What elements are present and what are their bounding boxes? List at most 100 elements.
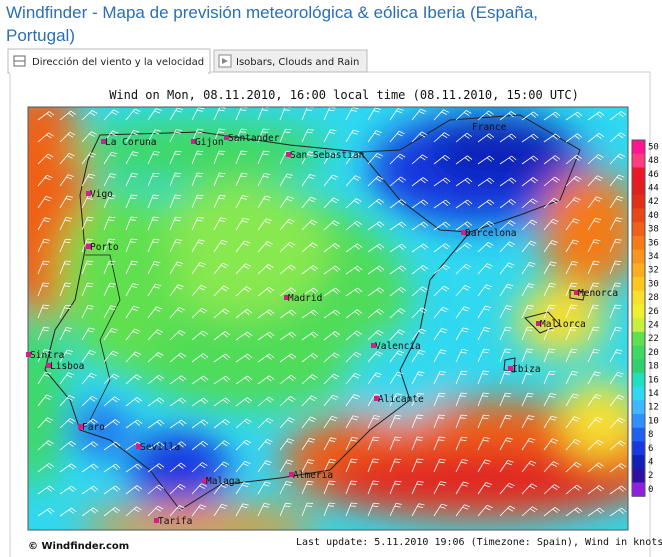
city-marker bbox=[136, 444, 141, 449]
city-marker bbox=[461, 230, 466, 235]
scale-swatch bbox=[632, 331, 645, 346]
scale-label: 34 bbox=[648, 252, 659, 262]
scale-swatch bbox=[632, 263, 645, 278]
scale-swatch bbox=[632, 140, 645, 155]
scale-label: 32 bbox=[648, 266, 659, 276]
scale-swatch bbox=[632, 235, 645, 251]
border bbox=[359, 114, 581, 233]
city-marker bbox=[202, 478, 207, 483]
place-label: Lisboa bbox=[50, 361, 84, 372]
wind-map bbox=[28, 107, 628, 530]
tab-join bbox=[10, 72, 208, 74]
scale-label: 16 bbox=[648, 375, 659, 385]
scale-label: 20 bbox=[648, 348, 659, 358]
scale-label: 22 bbox=[648, 334, 659, 344]
scale-swatch bbox=[632, 277, 645, 292]
place-label: Sevilla bbox=[140, 442, 180, 453]
scale-label: 0 bbox=[648, 485, 653, 495]
city-marker bbox=[191, 139, 196, 144]
city-marker bbox=[46, 363, 51, 368]
tab[interactable] bbox=[213, 49, 368, 73]
city-marker bbox=[154, 518, 159, 523]
tab-active[interactable] bbox=[7, 48, 211, 74]
scale-swatch bbox=[632, 290, 645, 305]
scale-swatch bbox=[632, 427, 645, 442]
scale-label: 12 bbox=[648, 403, 659, 413]
scale-label: 46 bbox=[648, 170, 659, 180]
place-label: Menorca bbox=[578, 288, 618, 299]
scale-swatch bbox=[632, 304, 645, 319]
scale-swatch bbox=[632, 222, 645, 237]
place-label: Mallorca bbox=[540, 319, 586, 330]
place-label: Vigo bbox=[90, 189, 113, 200]
places: France La Coruna Gijon Santander San Sebasti… bbox=[26, 122, 618, 527]
scale-label: 6 bbox=[648, 444, 653, 454]
scale-swatch bbox=[632, 249, 645, 264]
tab-label[interactable]: Isobars, Clouds and Rain bbox=[236, 57, 359, 68]
city-marker bbox=[101, 139, 106, 144]
border bbox=[85, 254, 121, 421]
color-scale: 5048464442403836343230282624222018161412… bbox=[631, 139, 659, 497]
city-marker bbox=[284, 295, 289, 300]
scale-frame bbox=[631, 139, 646, 497]
scale-label: 40 bbox=[648, 211, 659, 221]
tab-label[interactable]: Dirección del viento y la velocidad bbox=[32, 56, 204, 68]
credit: © Windfinder.com bbox=[28, 541, 129, 552]
scale-label: 50 bbox=[648, 142, 659, 152]
scale-label: 4 bbox=[648, 457, 653, 467]
scale-swatch bbox=[632, 386, 645, 401]
scale-swatch bbox=[632, 468, 645, 483]
scale-label: 38 bbox=[648, 225, 659, 235]
place-label: Malaga bbox=[206, 476, 240, 487]
page-title: Portugal) bbox=[6, 26, 75, 45]
scale-swatch bbox=[632, 372, 645, 388]
scale-label: 28 bbox=[648, 293, 659, 303]
scale-swatch bbox=[632, 455, 645, 470]
scale-label: 44 bbox=[648, 183, 659, 193]
page-title: Windfinder - Mapa de previsión meteoroló… bbox=[6, 3, 538, 22]
tab-icon bbox=[218, 54, 232, 68]
place-label: Tarifa bbox=[158, 516, 192, 527]
city-marker bbox=[374, 396, 379, 401]
city-marker bbox=[286, 152, 291, 157]
place-label: Madrid bbox=[288, 293, 322, 304]
scale-label: 2 bbox=[648, 471, 653, 481]
scale-label: 48 bbox=[648, 156, 659, 166]
scale-swatch bbox=[632, 414, 645, 429]
scale-swatch bbox=[632, 208, 645, 223]
place-label: Almeria bbox=[293, 470, 333, 481]
scale-swatch bbox=[632, 441, 645, 456]
place-label: Sintra bbox=[30, 350, 64, 361]
place-label: Santander bbox=[228, 133, 280, 144]
place-label: Barcelona bbox=[465, 228, 516, 239]
scale-swatch bbox=[632, 359, 645, 374]
islands bbox=[503, 289, 586, 373]
map-heading: Wind on Mon, 08.11.2010, 16:00 local tim… bbox=[109, 88, 579, 102]
tab-icon bbox=[13, 55, 26, 67]
scale-label: 18 bbox=[648, 362, 659, 372]
place-label: Valencia bbox=[375, 341, 421, 352]
last-update: Last update: 5.11.2010 19:06 (Timezone: … bbox=[296, 537, 662, 548]
place-label: Ibiza bbox=[512, 364, 541, 375]
city-marker bbox=[574, 290, 579, 295]
place-label: France bbox=[472, 122, 507, 133]
place-label: San Sebastian bbox=[290, 150, 364, 161]
scale-label: 14 bbox=[648, 389, 659, 399]
scale-swatch bbox=[632, 181, 645, 196]
scale-label: 36 bbox=[648, 238, 659, 248]
place-label: Faro bbox=[82, 422, 105, 433]
place-label: La Coruna bbox=[105, 137, 156, 148]
scale-swatch bbox=[632, 167, 645, 182]
city-marker bbox=[508, 366, 513, 371]
city-marker bbox=[536, 321, 541, 326]
scale-swatch bbox=[632, 318, 645, 333]
coastline bbox=[44, 131, 472, 511]
city-marker bbox=[224, 135, 229, 140]
place-label: Alicante bbox=[378, 394, 424, 405]
wind-barbs bbox=[37, 107, 627, 517]
scale-swatch bbox=[632, 345, 645, 360]
scale-label: 30 bbox=[648, 279, 659, 289]
city-marker bbox=[86, 191, 91, 196]
